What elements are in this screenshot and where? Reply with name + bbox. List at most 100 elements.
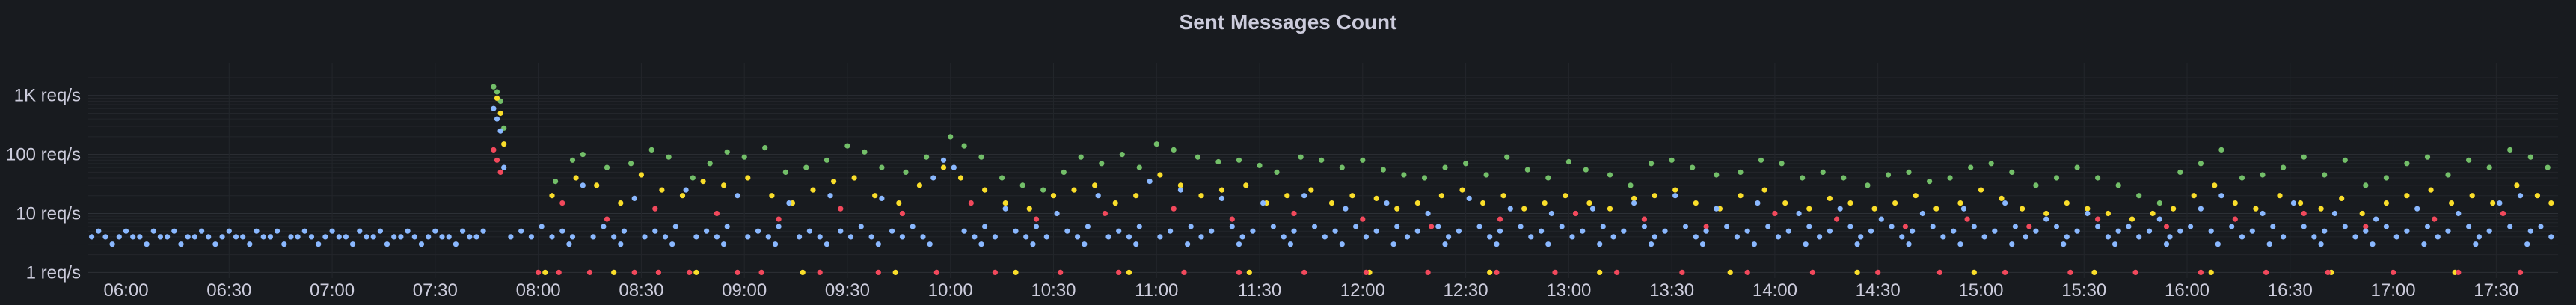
data-point [1500, 193, 1506, 199]
data-point [260, 234, 266, 240]
data-point [1565, 158, 1571, 165]
data-point [1820, 169, 1826, 175]
data-point [2171, 206, 2177, 212]
data-point [2198, 161, 2204, 167]
data-point [1800, 175, 1806, 181]
data-point [875, 241, 881, 247]
data-point [1435, 224, 1441, 229]
data-point [721, 241, 727, 247]
data-point [940, 157, 947, 163]
data-point [1847, 200, 1853, 206]
data-point [2548, 234, 2554, 240]
data-point [497, 169, 503, 175]
data-point [1147, 179, 1153, 185]
data-point [1631, 200, 1637, 206]
data-point [2383, 175, 2389, 181]
data-point [776, 216, 782, 222]
data-point [2473, 241, 2479, 247]
data-point [102, 234, 108, 240]
data-point [621, 228, 628, 234]
data-point [903, 169, 909, 175]
data-point [2074, 228, 2080, 234]
x-tick-label: 14:30 [1856, 280, 1901, 301]
data-point [1662, 228, 1668, 234]
data-point [96, 228, 102, 234]
data-point [1580, 228, 1586, 234]
grid-lines [88, 63, 2558, 278]
data-point [618, 241, 624, 247]
data-point [1542, 200, 1548, 206]
data-point [631, 195, 637, 201]
data-point [1332, 228, 1338, 234]
data-point [824, 241, 829, 247]
data-point [2033, 182, 2039, 188]
data-point [2067, 269, 2073, 275]
data-point [827, 193, 833, 199]
data-point [1157, 234, 1163, 240]
x-tick-label: 15:30 [2061, 280, 2106, 301]
data-point [1765, 224, 1771, 229]
data-point [1672, 193, 1678, 199]
data-point [398, 234, 404, 240]
data-point [1957, 241, 1963, 247]
data-point [2281, 164, 2287, 170]
data-point [1459, 187, 1465, 193]
data-point [1119, 152, 1125, 158]
data-point [666, 154, 672, 160]
data-point [700, 179, 706, 185]
data-point [1858, 234, 1864, 240]
data-point [2064, 234, 2070, 240]
data-point [1971, 224, 1977, 229]
data-point [1834, 216, 1840, 222]
data-point [687, 269, 693, 275]
data-point [1171, 206, 1177, 212]
data-point [1013, 269, 1019, 275]
data-point [2012, 224, 2018, 229]
data-point [769, 193, 775, 199]
data-point [745, 175, 751, 181]
x-tick-label: 10:30 [1031, 280, 1076, 301]
data-point [690, 175, 696, 181]
data-point [2064, 200, 2070, 206]
data-point [800, 269, 806, 275]
data-point [2061, 241, 2067, 247]
data-point [2507, 224, 2513, 229]
data-point [508, 234, 514, 240]
data-point [1343, 206, 1349, 212]
data-point [1782, 200, 1788, 206]
data-point [1738, 193, 1744, 199]
data-point [1899, 234, 1905, 240]
data-point [1690, 164, 1696, 170]
data-point [940, 164, 947, 170]
data-point [1841, 175, 1847, 181]
data-point [724, 224, 730, 229]
data-point [2105, 210, 2111, 217]
data-point [1243, 182, 1249, 188]
data-point [2208, 269, 2214, 275]
data-point [2263, 269, 2269, 275]
data-point [1171, 147, 1177, 152]
data-point [2404, 193, 2410, 199]
data-point [1497, 228, 1503, 234]
data-point [1075, 234, 1081, 240]
data-point [714, 210, 720, 217]
data-point [2311, 234, 2317, 240]
data-point [1494, 241, 1500, 247]
data-point [1136, 224, 1142, 229]
x-tick-label: 13:30 [1649, 280, 1694, 301]
data-point [559, 200, 565, 206]
x-tick-label: 09:00 [722, 280, 767, 301]
data-point [2212, 182, 2218, 188]
data-point [2393, 234, 2399, 240]
data-point [206, 234, 212, 240]
x-tick-label: 11:30 [1238, 280, 1281, 301]
data-point [601, 224, 607, 229]
data-point [1033, 224, 1040, 229]
data-point [116, 234, 122, 240]
data-point [1274, 169, 1280, 175]
data-point [758, 269, 764, 275]
data-point [618, 200, 624, 206]
data-point [786, 200, 792, 206]
